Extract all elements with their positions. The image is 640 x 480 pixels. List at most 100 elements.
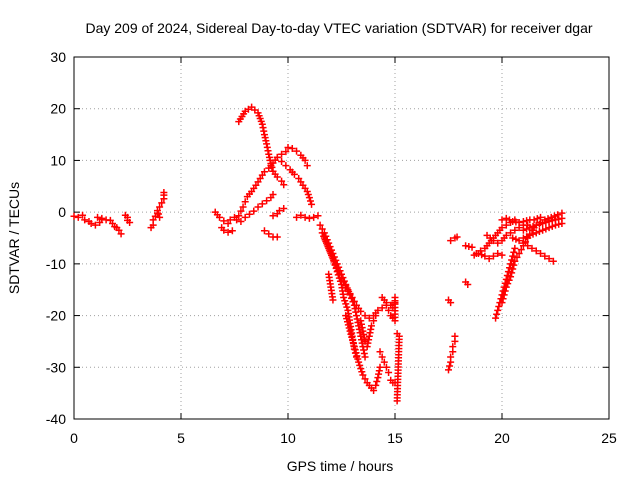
data-point [273, 173, 281, 181]
data-point [485, 255, 493, 263]
data-point [532, 247, 540, 255]
series-mid-arc-5 [235, 103, 288, 189]
data-point [305, 214, 313, 222]
data-point [316, 221, 324, 229]
data-point [509, 265, 517, 273]
data-point [378, 353, 386, 361]
data-point [515, 218, 523, 226]
data-point [318, 229, 326, 237]
data-point [280, 205, 288, 213]
data-point [91, 221, 99, 229]
data-point [303, 187, 311, 195]
data-point [542, 225, 550, 233]
data-point [523, 217, 531, 225]
data-point [370, 387, 378, 395]
data-point [555, 220, 563, 228]
data-point [523, 225, 531, 233]
data-point [220, 226, 228, 234]
data-point [449, 343, 457, 351]
data-point [282, 162, 290, 170]
data-point [474, 250, 482, 258]
data-point [547, 213, 555, 221]
data-point [372, 381, 380, 389]
data-point [226, 216, 234, 224]
data-point [235, 212, 243, 220]
y-tick-label: 20 [50, 101, 66, 117]
data-point [445, 366, 452, 374]
series-early-arc-4 [147, 207, 164, 232]
data-point [529, 230, 537, 238]
data-point [348, 333, 356, 341]
y-tick-label: 10 [50, 152, 66, 168]
data-point [353, 352, 361, 360]
data-point [347, 330, 355, 338]
series-early-arc-3 [121, 211, 134, 226]
data-point [541, 216, 549, 224]
data-point [498, 299, 506, 307]
data-point [349, 336, 357, 344]
data-point [511, 226, 519, 234]
y-tick-label: -10 [46, 256, 66, 272]
data-point [155, 210, 163, 218]
data-point [220, 217, 228, 225]
data-point [273, 153, 281, 161]
series-late-arc-11 [498, 214, 534, 226]
y-tick-label: -40 [46, 411, 66, 427]
data-point [303, 162, 311, 170]
data-point [278, 150, 286, 158]
data-point [250, 207, 258, 215]
data-point [532, 229, 540, 237]
data-point [502, 214, 510, 222]
data-point [158, 199, 166, 207]
data-point [239, 203, 247, 211]
data-point [153, 207, 161, 215]
series-decline-arc-7 [376, 348, 393, 376]
data-point [501, 287, 509, 295]
data-point [268, 163, 276, 171]
data-point [237, 207, 245, 215]
series-mid-arc-10 [293, 211, 322, 222]
data-point [372, 312, 380, 320]
data-points [70, 103, 566, 405]
data-point [342, 300, 350, 308]
series-decline-arc-3 [318, 229, 393, 322]
series-late-arc-4 [462, 278, 472, 289]
data-point [81, 216, 89, 224]
data-point [288, 145, 296, 153]
data-point [464, 281, 472, 289]
data-point [510, 248, 518, 256]
series-late-arc-14 [530, 209, 566, 224]
series-late-arc-5 [462, 242, 476, 251]
series-late-arc-8 [483, 221, 532, 247]
data-point [373, 378, 381, 386]
data-point [367, 322, 375, 330]
data-point [504, 268, 512, 276]
data-point [376, 363, 384, 371]
data-point [324, 243, 332, 251]
data-point [320, 232, 328, 240]
data-point [117, 230, 125, 238]
data-point [391, 299, 399, 307]
data-point [224, 228, 232, 236]
data-point [541, 252, 549, 260]
data-point [495, 303, 503, 311]
data-point [549, 257, 557, 265]
chart-title: Day 209 of 2024, Sidereal Day-to-day VTE… [85, 20, 592, 36]
data-point [278, 157, 286, 165]
data-point [498, 216, 506, 224]
data-point [351, 346, 359, 354]
data-point [509, 252, 517, 260]
data-point [149, 216, 157, 224]
data-point [489, 237, 497, 245]
data-point [273, 233, 281, 241]
data-point [301, 156, 309, 164]
x-tick-label: 10 [280, 430, 296, 446]
series-mid-arc-8 [273, 153, 316, 208]
series-late-arc-12 [509, 234, 557, 265]
y-tick-label: 30 [50, 49, 66, 65]
data-point [340, 278, 348, 286]
data-point [470, 251, 478, 259]
data-point [98, 214, 106, 222]
data-point [376, 348, 384, 356]
series-decline-arc-4 [325, 270, 337, 304]
